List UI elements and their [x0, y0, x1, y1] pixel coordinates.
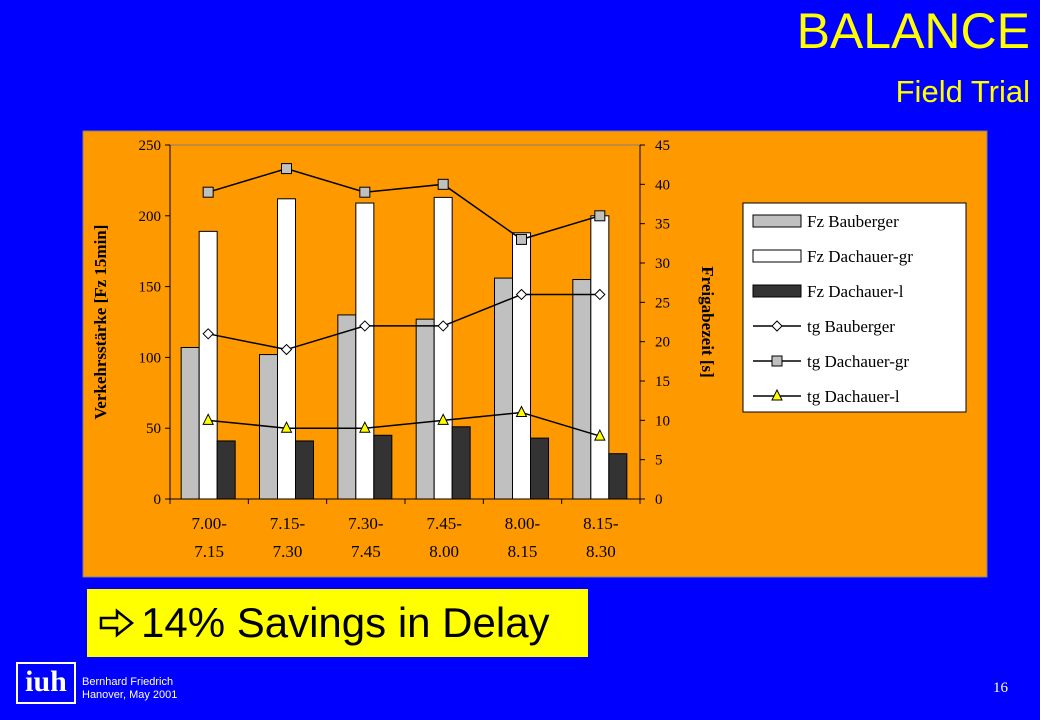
- y-tick-label: 250: [139, 138, 162, 154]
- y2-tick-label: 5: [655, 453, 663, 469]
- legend-marker: [771, 388, 783, 401]
- legend-label: Fz Bauberger: [807, 212, 899, 231]
- legend-label: tg Dachauer-l: [807, 387, 900, 406]
- x-tick-label: 7.30-7.45: [348, 514, 384, 561]
- line-marker: [594, 210, 606, 222]
- y2-tick-label: 15: [655, 374, 670, 390]
- line-marker: [359, 421, 371, 433]
- chart: 0 50 100 150 200 250 0 5 10 15 20 25 30 35 40 45 Verkehr…: [82, 130, 988, 578]
- bar: [451, 426, 471, 500]
- legend-label: tg Dachauer-gr: [807, 352, 909, 371]
- legend-label: Fz Dachauer-l: [807, 282, 904, 301]
- slide-title: BALANCE: [796, 3, 1030, 59]
- line-marker: [516, 233, 527, 245]
- bar: [198, 230, 218, 500]
- y-tick-label: 150: [139, 280, 162, 296]
- y2-tick-label: 40: [655, 177, 670, 193]
- bar: [590, 215, 610, 500]
- arrow-icon: [99, 608, 135, 638]
- y2-tick-label: 25: [655, 295, 670, 311]
- line-marker: [437, 413, 449, 425]
- line-marker: [437, 320, 449, 332]
- line-marker: [437, 178, 449, 190]
- line-marker: [515, 288, 528, 301]
- line: [208, 293, 600, 351]
- bar: [373, 434, 393, 500]
- y2-tick-label: 45: [655, 138, 670, 154]
- author: Bernhard Friedrich: [82, 676, 174, 688]
- bar: [295, 440, 314, 500]
- legend-swatch: [752, 214, 802, 228]
- line-marker: [359, 320, 371, 332]
- x-tick-label: 8.15-8.30: [583, 514, 619, 561]
- y2-tick-label: 10: [655, 413, 670, 429]
- y2-tick-label: 20: [655, 335, 670, 351]
- logo: iuh: [16, 662, 76, 704]
- line-marker: [281, 163, 292, 175]
- line-marker: [280, 343, 293, 356]
- line: [208, 411, 601, 437]
- y2-tick-label: 35: [655, 217, 670, 233]
- x-tick-label: 8.00-8.15: [505, 514, 541, 561]
- line: [207, 167, 601, 241]
- place-date: Hanover, May 2001: [82, 689, 178, 701]
- bar: [512, 232, 531, 500]
- bar: [530, 437, 549, 500]
- bar: [180, 346, 200, 500]
- page-number: 16: [993, 680, 1008, 696]
- legend-swatch: [752, 284, 802, 298]
- y2-axis-label: Freigabezeit [s]: [698, 266, 717, 378]
- callout-text: 14% Savings in Delay: [141, 599, 550, 646]
- x-tick-label: 7.15-7.30: [270, 514, 306, 561]
- x-tick-label: 7.00-7.15: [191, 514, 227, 561]
- y-axis-label: Verkehrsstärke [Fz 15min]: [91, 225, 110, 420]
- legend: [742, 202, 967, 413]
- y2-tick-label: 30: [655, 256, 670, 272]
- y-tick-label: 200: [139, 209, 162, 225]
- bar: [494, 277, 513, 500]
- line-marker: [202, 413, 214, 425]
- bar: [355, 202, 375, 500]
- y2-tick-label: 0: [655, 492, 663, 508]
- bar: [608, 453, 628, 500]
- plot-area: [169, 144, 641, 500]
- legend-swatch: [752, 249, 802, 263]
- callout: 14% Savings in Delay: [87, 589, 588, 657]
- y-tick-label: 50: [146, 421, 161, 437]
- line-marker: [202, 186, 214, 198]
- bar: [433, 196, 453, 500]
- y-tick-label: 0: [154, 492, 162, 508]
- line-marker: [359, 186, 371, 198]
- y-tick-label: 100: [139, 350, 162, 366]
- x-tick-label: 7.45-8.00: [426, 514, 462, 561]
- line-marker: [594, 288, 606, 301]
- line-marker: [515, 405, 528, 417]
- bar: [572, 279, 592, 500]
- legend-label: tg Bauberger: [807, 317, 895, 336]
- line-marker: [202, 328, 214, 340]
- legend-marker: [771, 355, 783, 367]
- legend-label: Fz Dachauer-gr: [807, 247, 913, 266]
- slide-subtitle: Field Trial: [895, 74, 1030, 109]
- line-marker: [280, 421, 293, 433]
- bar: [216, 440, 236, 500]
- line-marker: [594, 428, 606, 441]
- bar: [337, 314, 357, 500]
- legend-marker: [771, 320, 783, 332]
- bar: [415, 318, 435, 500]
